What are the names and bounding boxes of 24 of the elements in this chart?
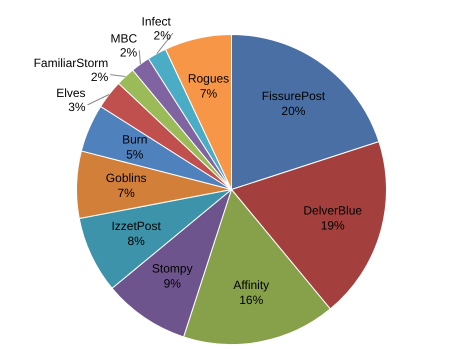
slice-label: Rogues	[188, 71, 230, 86]
slice-label: Affinity	[233, 278, 270, 292]
data-label: 19%	[320, 218, 346, 233]
data-label: 5%	[126, 147, 144, 162]
data-label: 2%	[120, 46, 138, 60]
data-label: 7%	[117, 186, 136, 200]
slice-label: Stompy	[152, 261, 193, 276]
slice-label: FissurePost	[262, 89, 326, 104]
data-label: 3%	[68, 100, 86, 114]
slice-label: Elves	[56, 86, 86, 100]
data-label: 7%	[200, 86, 218, 100]
slice-label: MBC	[110, 32, 138, 46]
data-label: 16%	[239, 292, 264, 307]
slice-label: Goblins	[106, 171, 146, 185]
slice-label: FamiliarStorm	[34, 56, 108, 70]
slice-label: IzzetPost	[111, 219, 162, 234]
data-label: 2%	[154, 28, 172, 42]
slice-label: Infect	[142, 14, 172, 28]
data-label: 9%	[164, 276, 182, 290]
slice-label: Burn	[122, 132, 148, 146]
slice-label: DelverBlue	[303, 204, 362, 218]
data-label: 2%	[90, 70, 109, 84]
data-label: 20%	[281, 104, 306, 118]
data-label: 8%	[127, 234, 146, 248]
